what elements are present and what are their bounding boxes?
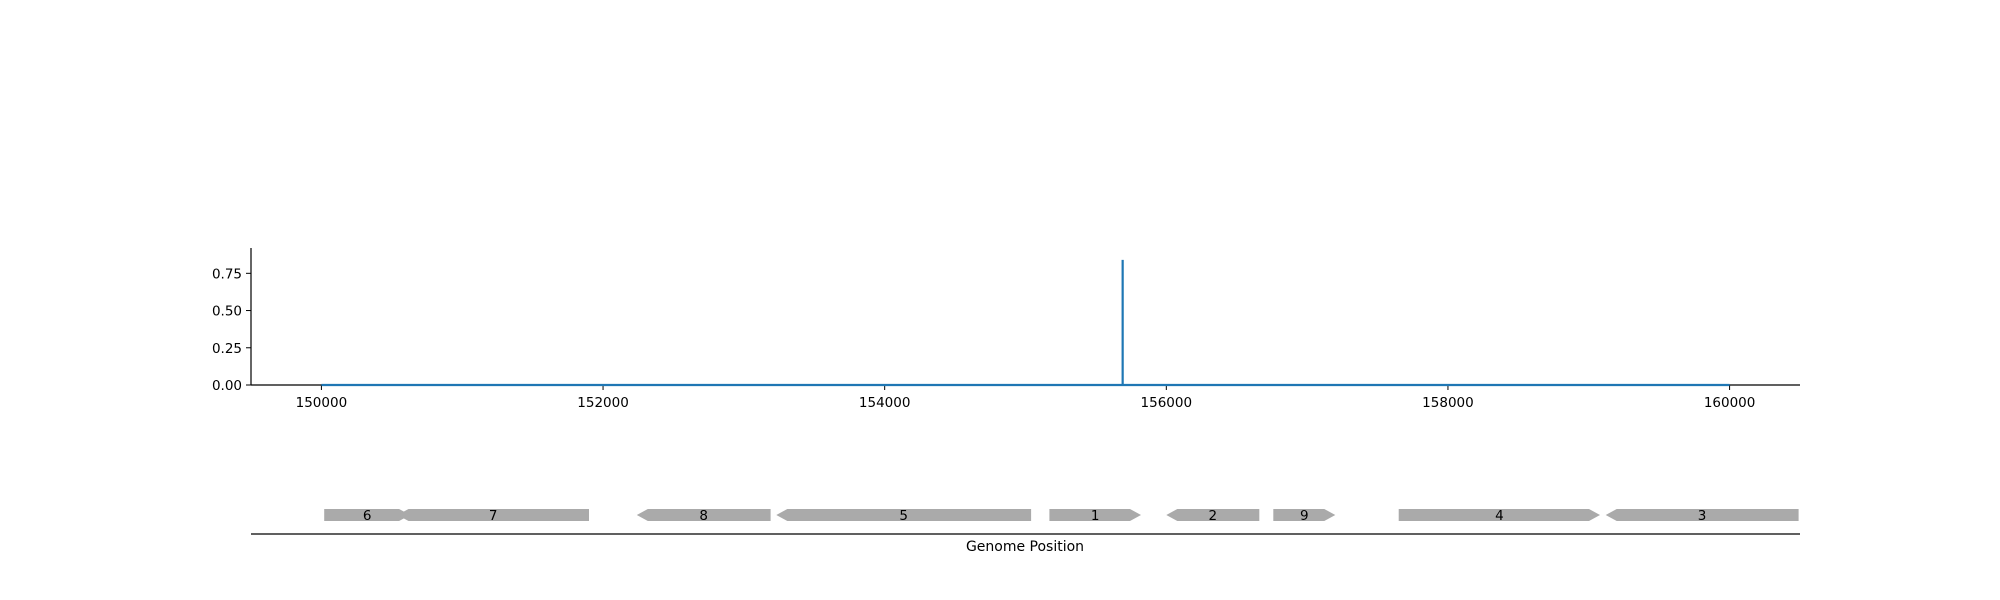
gene-arrow [776,509,1032,521]
x-tick-label: 160000 [1704,395,1756,411]
gene-arrow [1273,509,1336,521]
gene-arrow [1398,509,1600,521]
x-tick-label: 150000 [296,395,348,411]
x-tick-label: 154000 [859,395,911,411]
x-tick-label: 152000 [577,395,629,411]
gene-label: 7 [489,508,498,524]
gene-arrow [1049,509,1141,521]
signal-plot: 0.00 0.25 0.50 0.75 150000 152000 154000 156000… [212,248,1800,411]
signal-line [321,259,1730,387]
x-tick-label: 156000 [1141,395,1193,411]
x-tick-label: 158000 [1422,395,1474,411]
gene-label: 4 [1495,508,1504,524]
gene-arrow [636,509,771,521]
gene-label: 3 [1698,508,1707,524]
gene-label: 2 [1209,508,1218,524]
x-axis-label: Genome Position [966,539,1084,555]
gene-arrow [1166,509,1260,521]
gene-arrow [1605,509,1799,521]
gene-label: 5 [899,508,908,524]
gene-arrow [397,509,589,521]
y-tick-label: 0.25 [212,341,242,357]
y-tick-label: 0.00 [212,378,242,394]
gene-label: 1 [1091,508,1100,524]
gene-label: 6 [363,508,372,524]
gene-track: 6 7 8 5 1 2 9 4 3 [251,508,1800,535]
y-tick-label: 0.75 [212,266,242,282]
y-tick-label: 0.50 [212,304,242,320]
gene-arrow [324,509,411,521]
gene-label: 9 [1300,508,1309,524]
gene-label: 8 [699,508,708,524]
